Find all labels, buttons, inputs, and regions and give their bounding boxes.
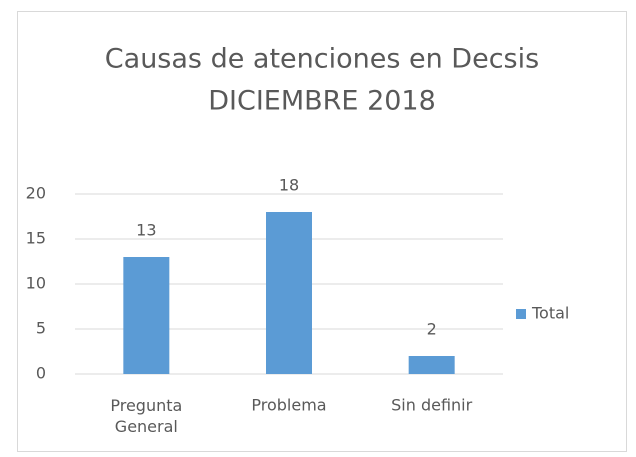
data-label: 2	[427, 320, 437, 339]
legend-label: Total	[531, 304, 569, 323]
y-tick-label: 10	[26, 274, 46, 293]
legend-swatch	[516, 309, 526, 319]
x-tick-label: Problema	[251, 396, 326, 415]
y-tick-label: 20	[26, 184, 46, 203]
data-label: 18	[279, 176, 299, 195]
chart-subtitle: DICIEMBRE 2018	[208, 86, 436, 117]
x-tick-label: Pregunta General	[110, 396, 182, 436]
chart-title: Causas de atenciones en Decsis	[105, 44, 539, 75]
bar	[266, 212, 312, 374]
y-tick-label: 0	[36, 364, 46, 383]
x-tick-label: Sin definir	[391, 396, 472, 415]
y-tick-label: 5	[36, 319, 46, 338]
chart-frame	[17, 11, 627, 452]
y-tick-label: 15	[26, 229, 46, 248]
bar	[123, 257, 170, 374]
bar	[408, 356, 455, 374]
data-label: 13	[136, 221, 156, 240]
